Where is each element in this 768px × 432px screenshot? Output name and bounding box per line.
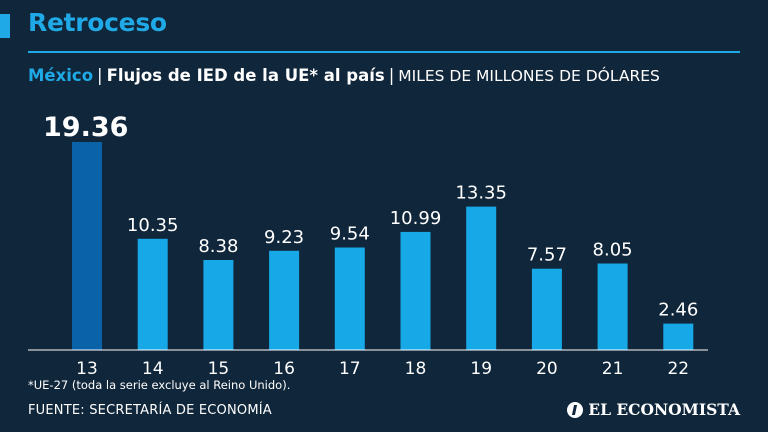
chart-title: Flujos de IED de la UE* al país: [106, 66, 385, 85]
accent-marker: [0, 14, 10, 38]
x-tick-13: 13: [76, 359, 98, 379]
x-tick-16: 16: [273, 359, 295, 379]
x-tick-22: 22: [667, 359, 689, 379]
separator: |: [97, 66, 103, 85]
x-tick-14: 14: [142, 359, 164, 379]
bar-13: [72, 142, 102, 350]
x-tick-15: 15: [208, 359, 230, 379]
value-label-17: 9.54: [330, 224, 370, 245]
x-tick-17: 17: [339, 359, 361, 379]
value-label-15: 8.38: [198, 236, 238, 257]
x-tick-18: 18: [405, 359, 427, 379]
bar-20: [531, 268, 562, 350]
country-label: México: [28, 66, 94, 85]
value-label-22: 2.46: [658, 300, 698, 321]
units-label: MILES DE MILLONES DE DÓLARES: [398, 67, 660, 85]
header-rule: [28, 51, 740, 53]
value-label-21: 8.05: [593, 240, 633, 261]
x-tick-20: 20: [536, 359, 558, 379]
brand-name: EL ECONOMISTA: [588, 400, 740, 419]
bar-15: [203, 260, 234, 350]
x-tick-21: 21: [602, 359, 624, 379]
footnote: *UE-27 (toda la serie excluye al Reino U…: [28, 378, 291, 392]
value-label-13: 19.36: [43, 112, 128, 143]
x-tick-19: 19: [470, 359, 492, 379]
bar-22: [663, 323, 694, 350]
value-label-14: 10.35: [127, 215, 179, 236]
value-label-20: 7.57: [527, 245, 567, 266]
brand-logo: EL ECONOMISTA: [567, 400, 740, 419]
value-label-16: 9.23: [264, 227, 304, 248]
bar-16: [269, 250, 300, 350]
bar-17: [334, 247, 365, 350]
bar-19: [466, 206, 497, 350]
chart-subtitle: México | Flujos de IED de la UE* al país | M…: [28, 66, 758, 85]
bar-14: [137, 238, 168, 350]
value-label-18: 10.99: [390, 208, 442, 229]
source-note: FUENTE: SECRETARÍA DE ECONOMÍA: [28, 403, 272, 418]
separator: |: [388, 66, 395, 85]
bar-18: [400, 231, 431, 350]
bar-21: [597, 263, 628, 350]
value-label-19: 13.35: [455, 183, 507, 204]
el-economista-logo-icon: [567, 401, 584, 418]
headline: Retroceso: [28, 8, 167, 37]
